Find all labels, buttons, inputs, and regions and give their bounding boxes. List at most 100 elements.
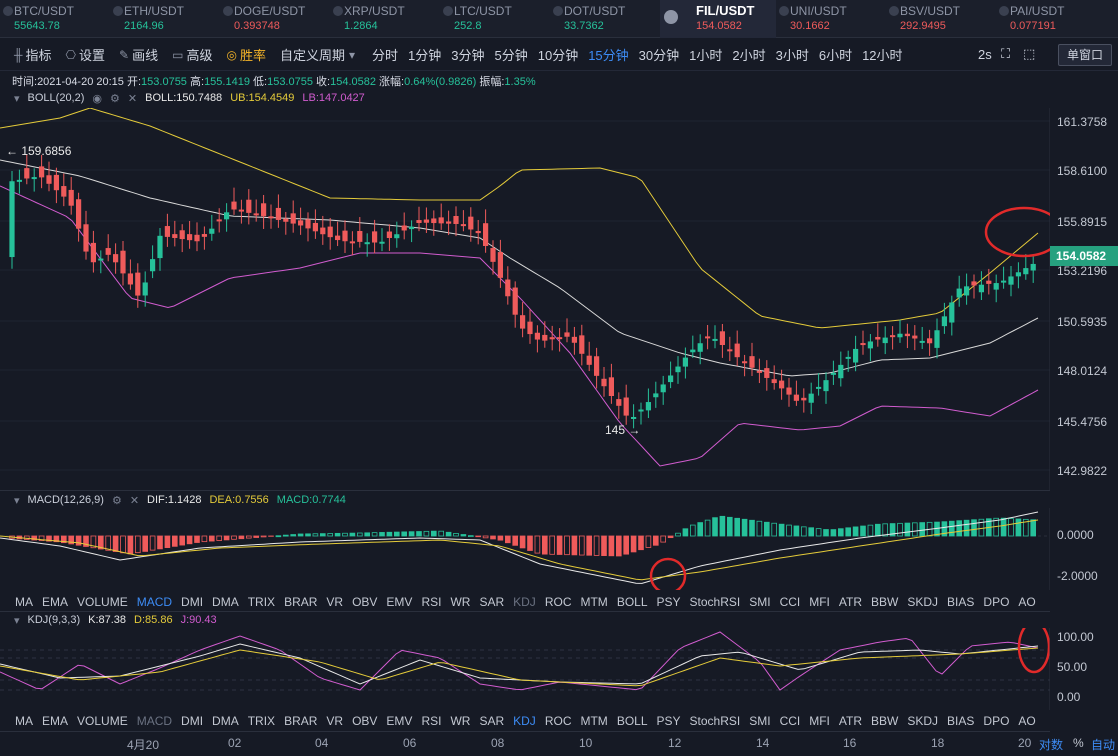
indicator-tab-atr[interactable]: ATR [838, 595, 863, 609]
indicator-tab-mtm[interactable]: MTM [580, 595, 608, 609]
indicator-tab-ema[interactable]: EMA [42, 595, 69, 609]
indicators-button[interactable]: ╫ 指标 [14, 47, 52, 64]
gear-icon[interactable]: ⚙ [110, 93, 120, 105]
close-icon[interactable]: ✕ [129, 495, 140, 507]
indicator-tab-ao[interactable]: AO [1018, 714, 1036, 728]
period-tab[interactable]: 1分钟 [408, 48, 442, 63]
indicator-tab-ma[interactable]: MA [15, 714, 33, 728]
indicator-tab-skdj[interactable]: SKDJ [907, 714, 939, 728]
fullscreen-icon[interactable]: ⛶ [1001, 46, 1011, 61]
indicator-tab-skdj[interactable]: SKDJ [907, 595, 939, 609]
indicator-tab-sar[interactable]: SAR [479, 595, 505, 609]
indicator-tab-mfi[interactable]: MFI [809, 714, 830, 728]
indicator-tab-kdj[interactable]: KDJ [513, 595, 536, 609]
indicator-tab-bias[interactable]: BIAS [947, 595, 975, 609]
ticker-btc[interactable]: BTC/USDT 55643.78 [0, 0, 110, 38]
period-tab[interactable]: 10分钟 [537, 48, 579, 63]
indicator-tab-mfi[interactable]: MFI [809, 595, 830, 609]
ticker-uni[interactable]: UNI/USDT 30.1662 [776, 0, 886, 38]
ticker-fil[interactable]: FIL/USDT 154.0582 [660, 0, 776, 38]
period-tab[interactable]: 15分钟 [588, 48, 629, 63]
indicator-tab-bias[interactable]: BIAS [947, 714, 975, 728]
indicator-tab-obv[interactable]: OBV [352, 595, 378, 609]
kdj-chart[interactable] [0, 628, 1050, 710]
indicator-tab-boll[interactable]: BOLL [616, 595, 648, 609]
winrate-button[interactable]: ◎ 胜率 [226, 47, 266, 64]
indicator-tab-psy[interactable]: PSY [656, 595, 681, 609]
indicator-tab-stochrsi[interactable]: StochRSI [689, 595, 741, 609]
indicator-tab-vr[interactable]: VR [326, 714, 344, 728]
indicator-tab-trix[interactable]: TRIX [247, 714, 276, 728]
indicator-tab-atr[interactable]: ATR [838, 714, 863, 728]
ticker-eth[interactable]: ETH/USDT 2164.96 [110, 0, 220, 38]
ticker-xrp[interactable]: XRP/USDT 1.2864 [330, 0, 440, 38]
single-window-button[interactable]: 单窗口 [1057, 44, 1112, 66]
indicator-tab-sar[interactable]: SAR [479, 714, 505, 728]
indicator-tab-dmi[interactable]: DMI [181, 714, 204, 728]
ticker-dot[interactable]: DOT/USDT 33.7362 [550, 0, 660, 38]
indicator-tab-volume[interactable]: VOLUME [77, 714, 128, 728]
indicator-tab-ma[interactable]: MA [15, 595, 33, 609]
collapse-icon[interactable]: ▾ [14, 615, 20, 627]
indicator-tab-mtm[interactable]: MTM [580, 714, 608, 728]
indicator-tab-dmi[interactable]: DMI [181, 595, 204, 609]
ticker-pai[interactable]: PAI/USDT 0.077191 [996, 0, 1106, 38]
settings-button[interactable]: ⎔ 设置 [65, 47, 106, 64]
indicator-tab-rsi[interactable]: RSI [421, 595, 442, 609]
indicator-tab-dpo[interactable]: DPO [983, 595, 1010, 609]
candlestick-chart[interactable] [0, 108, 1050, 490]
custom-period-dropdown[interactable]: 自定义周期 ▾ [279, 47, 356, 64]
indicator-tab-vr[interactable]: VR [326, 595, 344, 609]
indicator-tab-macd[interactable]: MACD [136, 595, 173, 609]
indicator-tab-emv[interactable]: EMV [386, 714, 413, 728]
indicator-tab-smi[interactable]: SMI [749, 714, 771, 728]
indicator-tab-ema[interactable]: EMA [42, 714, 69, 728]
eye-icon[interactable]: ◉ [92, 93, 103, 105]
indicator-tab-dma[interactable]: DMA [212, 714, 239, 728]
percent-toggle[interactable]: % [1073, 736, 1084, 750]
indicator-tab-cci[interactable]: CCI [779, 595, 801, 609]
ticker-doge[interactable]: DOGE/USDT 0.393748 [220, 0, 330, 38]
indicator-tab-bbw[interactable]: BBW [871, 595, 899, 609]
indicator-tab-roc[interactable]: ROC [544, 714, 572, 728]
indicator-tab-brar[interactable]: BRAR [284, 714, 318, 728]
indicator-tab-boll[interactable]: BOLL [616, 714, 648, 728]
period-tab[interactable]: 30分钟 [638, 48, 680, 63]
advanced-button[interactable]: ▭ 高级 [172, 47, 213, 64]
indicator-tab-rsi[interactable]: RSI [421, 714, 442, 728]
indicator-tab-wr[interactable]: WR [450, 714, 471, 728]
indicator-tab-kdj[interactable]: KDJ [513, 714, 536, 728]
indicator-tab-dma[interactable]: DMA [212, 595, 239, 609]
draw-button[interactable]: ✎ 画线 [119, 47, 159, 64]
collapse-icon[interactable]: ▾ [14, 93, 20, 105]
indicator-tab-brar[interactable]: BRAR [284, 595, 318, 609]
indicator-tab-macd[interactable]: MACD [136, 714, 173, 728]
indicator-tab-volume[interactable]: VOLUME [77, 595, 128, 609]
macd-chart[interactable] [0, 508, 1050, 590]
indicator-tab-obv[interactable]: OBV [352, 714, 378, 728]
period-tab[interactable]: 1小时 [689, 48, 723, 63]
screenshot-icon[interactable]: ⬚ [1023, 46, 1036, 61]
collapse-icon[interactable]: ▾ [14, 495, 20, 507]
indicator-tab-trix[interactable]: TRIX [247, 595, 276, 609]
period-tab[interactable]: 分时 [372, 48, 399, 63]
log-scale-toggle[interactable]: 对数 [1039, 738, 1064, 752]
period-tab[interactable]: 12小时 [862, 48, 903, 63]
indicator-tab-wr[interactable]: WR [450, 595, 471, 609]
indicator-tab-emv[interactable]: EMV [386, 595, 413, 609]
refresh-interval[interactable]: 2s [978, 47, 992, 62]
indicator-tab-psy[interactable]: PSY [656, 714, 681, 728]
indicator-tab-smi[interactable]: SMI [749, 595, 771, 609]
period-tab[interactable]: 5分钟 [494, 48, 528, 63]
indicator-tab-cci[interactable]: CCI [779, 714, 801, 728]
close-icon[interactable]: ✕ [127, 93, 138, 105]
period-tab[interactable]: 6小时 [818, 48, 853, 63]
period-tab[interactable]: 2小时 [732, 48, 766, 63]
ticker-bsv[interactable]: BSV/USDT 292.9495 [886, 0, 996, 38]
indicator-tab-roc[interactable]: ROC [544, 595, 572, 609]
auto-scale-toggle[interactable]: 自动 [1091, 738, 1116, 752]
indicator-tab-stochrsi[interactable]: StochRSI [689, 714, 741, 728]
period-tab[interactable]: 3小时 [775, 48, 809, 63]
indicator-tab-dpo[interactable]: DPO [983, 714, 1010, 728]
indicator-tab-bbw[interactable]: BBW [871, 714, 899, 728]
